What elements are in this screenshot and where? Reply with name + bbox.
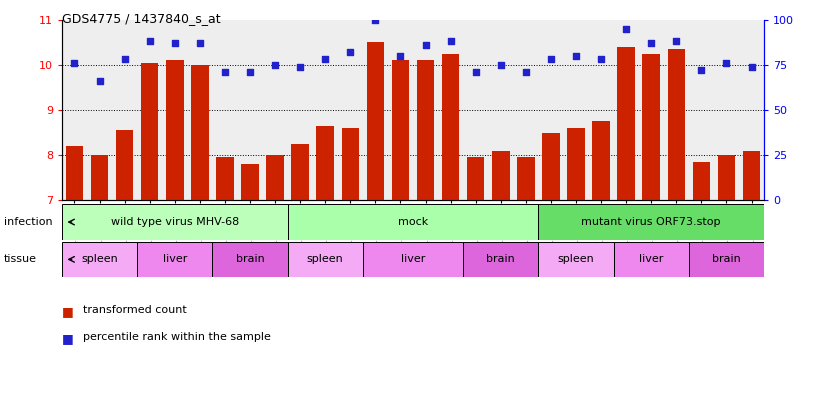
Point	[244, 69, 257, 75]
Bar	[417, 60, 434, 200]
Text: liver: liver	[639, 254, 663, 264]
Bar	[517, 158, 534, 200]
Point	[394, 53, 407, 59]
Point	[719, 60, 733, 66]
Bar	[287, 204, 539, 240]
Text: ■: ■	[62, 332, 74, 345]
Point	[745, 64, 758, 70]
Bar	[62, 242, 137, 277]
Bar	[667, 49, 685, 200]
Bar	[141, 62, 159, 200]
Point	[670, 38, 683, 44]
Text: brain: brain	[487, 254, 515, 264]
Point	[695, 67, 708, 73]
Bar	[212, 242, 287, 277]
Text: percentile rank within the sample: percentile rank within the sample	[83, 332, 270, 342]
Bar	[539, 204, 764, 240]
Bar	[166, 60, 183, 200]
Text: spleen: spleen	[81, 254, 118, 264]
Point	[494, 62, 507, 68]
Bar	[718, 155, 735, 200]
Text: mutant virus ORF73.stop: mutant virus ORF73.stop	[582, 217, 721, 227]
Text: tissue: tissue	[4, 254, 37, 264]
Bar	[316, 126, 334, 200]
Bar	[266, 155, 284, 200]
Point	[444, 38, 458, 44]
Bar	[363, 242, 463, 277]
Point	[193, 40, 206, 46]
Point	[569, 53, 582, 59]
Bar	[341, 128, 359, 200]
Text: spleen: spleen	[307, 254, 344, 264]
Bar	[463, 242, 539, 277]
Point	[268, 62, 282, 68]
Bar	[592, 121, 610, 200]
Bar	[116, 130, 134, 200]
Point	[520, 69, 533, 75]
Point	[68, 60, 81, 66]
Point	[544, 56, 558, 62]
Point	[620, 26, 633, 32]
Bar	[62, 204, 287, 240]
Text: mock: mock	[398, 217, 428, 227]
Text: ■: ■	[62, 305, 74, 318]
Bar	[137, 242, 212, 277]
Text: GDS4775 / 1437840_s_at: GDS4775 / 1437840_s_at	[62, 12, 221, 25]
Bar	[91, 155, 108, 200]
Point	[169, 40, 182, 46]
Text: liver: liver	[163, 254, 187, 264]
Point	[368, 17, 382, 23]
Bar	[392, 60, 409, 200]
Point	[118, 56, 131, 62]
Bar	[292, 144, 309, 200]
Bar	[467, 158, 485, 200]
Bar	[442, 53, 459, 200]
Bar	[492, 151, 510, 200]
Point	[344, 49, 357, 55]
Point	[319, 56, 332, 62]
Bar	[191, 65, 209, 200]
Text: brain: brain	[712, 254, 741, 264]
Bar	[689, 242, 764, 277]
Bar	[216, 158, 234, 200]
Text: infection: infection	[4, 217, 53, 227]
Bar	[539, 242, 614, 277]
Bar	[614, 242, 689, 277]
Bar	[617, 47, 635, 200]
Point	[419, 42, 432, 48]
Text: brain: brain	[235, 254, 264, 264]
Point	[93, 78, 107, 84]
Text: wild type virus MHV-68: wild type virus MHV-68	[111, 217, 239, 227]
Bar	[567, 128, 585, 200]
Point	[644, 40, 657, 46]
Text: liver: liver	[401, 254, 425, 264]
Point	[293, 64, 306, 70]
Bar	[66, 146, 83, 200]
Point	[143, 38, 156, 44]
Bar	[287, 242, 363, 277]
Text: transformed count: transformed count	[83, 305, 187, 314]
Bar	[241, 164, 259, 200]
Point	[469, 69, 482, 75]
Bar	[542, 132, 560, 200]
Bar	[367, 42, 384, 200]
Bar	[692, 162, 710, 200]
Bar	[743, 151, 760, 200]
Text: spleen: spleen	[558, 254, 595, 264]
Point	[595, 56, 608, 62]
Bar	[643, 53, 660, 200]
Point	[218, 69, 231, 75]
